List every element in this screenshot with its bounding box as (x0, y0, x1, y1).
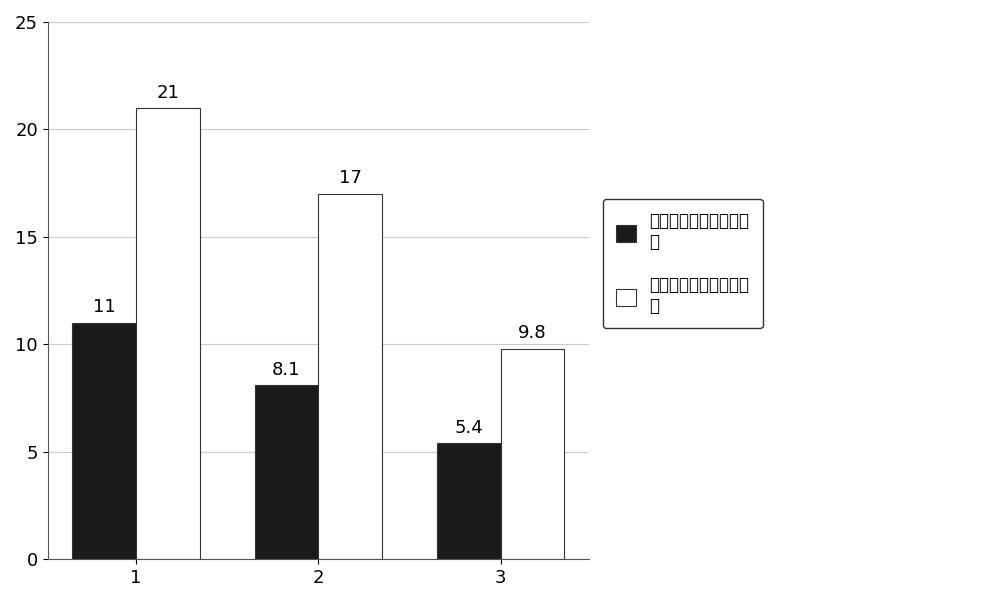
Text: 17: 17 (339, 170, 362, 187)
Bar (255, 385, 318, 559)
Bar (437, 443, 501, 559)
Bar (318, 194, 382, 559)
Bar (501, 349, 564, 559)
Bar (72, 323, 136, 559)
Text: 11: 11 (93, 299, 116, 317)
Legend: 整体稳定性动力学指数
值, 顶部稳定性动力学指数
值: 整体稳定性动力学指数 值, 顶部稳定性动力学指数 值 (603, 199, 763, 329)
Text: 8.1: 8.1 (272, 361, 301, 379)
Bar (136, 108, 200, 559)
Text: 21: 21 (157, 84, 179, 102)
Text: 9.8: 9.8 (518, 324, 547, 342)
Text: 5.4: 5.4 (454, 419, 483, 437)
